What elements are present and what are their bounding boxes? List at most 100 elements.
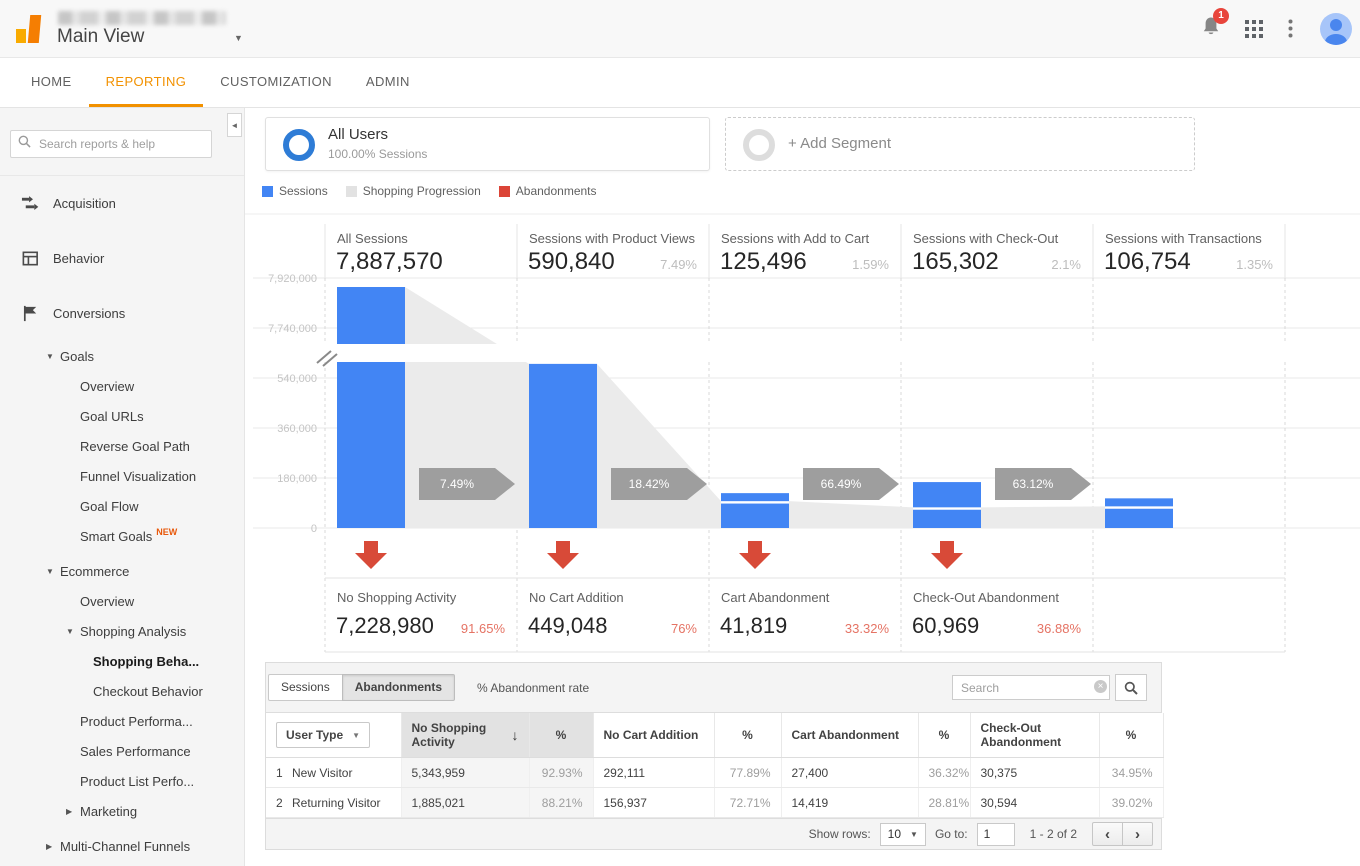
sidebar-item-label: Checkout Behavior: [93, 684, 203, 699]
tab-customization[interactable]: CUSTOMIZATION: [203, 58, 349, 107]
sidebar-item-product-list-perfo[interactable]: Product List Perfo...: [0, 766, 244, 796]
show-rows-select[interactable]: 10 ▼: [880, 823, 926, 846]
progression-area: [597, 364, 721, 528]
abandon-value: 7,228,980: [336, 613, 434, 638]
funnel-bar: [337, 287, 405, 528]
sidebar-item-overview[interactable]: Overview: [0, 371, 244, 401]
column-header-pct-7[interactable]: %: [1099, 713, 1163, 758]
abandon-title: No Shopping Activity: [337, 590, 457, 605]
column-header-pct-3[interactable]: %: [714, 713, 781, 758]
sidebar-item-marketing[interactable]: ▶Marketing: [0, 796, 244, 826]
caret-down-icon: ▼: [46, 567, 56, 576]
legend-item-sessions: Sessions: [262, 184, 328, 198]
sidebar-item-goals[interactable]: ▼Goals: [0, 341, 244, 371]
sidebar-item-checkout-behavior[interactable]: Checkout Behavior: [0, 676, 244, 706]
pct-cell: 34.95%: [1099, 758, 1163, 788]
primary-nav: HOMEREPORTINGCUSTOMIZATIONADMIN: [0, 58, 1360, 108]
column-header-cart-abandonment[interactable]: Cart Abandonment: [781, 713, 918, 758]
user-avatar[interactable]: [1320, 13, 1352, 45]
prev-page-button[interactable]: ‹: [1092, 822, 1123, 846]
sidebar-item-smart-goals[interactable]: Smart GoalsNEW: [0, 521, 244, 551]
sidebar-item-product-performa[interactable]: Product Performa...: [0, 706, 244, 736]
pagination-range: 1 - 2 of 2: [1030, 827, 1077, 841]
sidebar-item-label: Acquisition: [53, 196, 116, 211]
tab-admin[interactable]: ADMIN: [349, 58, 427, 107]
step-pct: 1.59%: [852, 257, 889, 272]
metric-cell: 1,885,021: [401, 788, 529, 818]
caret-down-icon: ▼: [352, 731, 360, 740]
view-selector-caret-icon[interactable]: ▼: [234, 33, 243, 43]
sidebar-search[interactable]: [10, 130, 212, 158]
sidebar-item-conversions[interactable]: Conversions: [0, 286, 244, 341]
segment-all-users[interactable]: All Users 100.00% Sessions: [265, 117, 710, 171]
abandon-arrow-icon: [748, 541, 762, 553]
sidebar-item-multi-channel-funnels[interactable]: ▶Multi-Channel Funnels: [0, 831, 244, 861]
step-value: 125,496: [720, 248, 807, 275]
tab-home[interactable]: HOME: [14, 58, 89, 107]
table-mode-label: % Abandonment rate: [477, 681, 589, 695]
step-value: 7,887,570: [336, 248, 443, 275]
bar-divider-line: [721, 501, 789, 503]
apps-grid-icon[interactable]: [1245, 20, 1263, 43]
sidebar-item-label: Goal URLs: [80, 409, 144, 424]
sidebar-item-behavior[interactable]: Behavior: [0, 231, 244, 286]
step-title: Sessions with Check-Out: [913, 231, 1059, 246]
sidebar-item-label: Shopping Beha...: [93, 654, 199, 669]
goto-page-input[interactable]: [977, 823, 1015, 846]
y-axis-tick: 180,000: [277, 473, 317, 485]
sidebar-item-label: Funnel Visualization: [80, 469, 196, 484]
abandon-arrow-icon: [355, 553, 387, 569]
legend-swatch-icon: [499, 186, 510, 197]
metric-cell: 5,343,959: [401, 758, 529, 788]
table-footer: Show rows: 10 ▼ Go to: 1 - 2 of 2 ‹ ›: [266, 818, 1161, 849]
sidebar-item-acquisition[interactable]: Acquisition: [0, 176, 244, 231]
sidebar-collapse-button[interactable]: ◄: [227, 113, 242, 137]
next-page-button[interactable]: ›: [1122, 822, 1153, 846]
sidebar-item-funnel-visualization[interactable]: Funnel Visualization: [0, 461, 244, 491]
more-options-kebab-icon[interactable]: [1288, 19, 1293, 44]
column-header-pct-5[interactable]: %: [918, 713, 970, 758]
user-type-dropdown[interactable]: User Type▼: [276, 722, 370, 748]
view-selector[interactable]: Main View: [57, 26, 144, 48]
tab-reporting[interactable]: REPORTING: [89, 58, 204, 107]
sidebar-item-goal-urls[interactable]: Goal URLs: [0, 401, 244, 431]
proceed-arrow-tip-icon: [1071, 468, 1091, 500]
sidebar-item-reverse-goal-path[interactable]: Reverse Goal Path: [0, 431, 244, 461]
legend-swatch-icon: [346, 186, 357, 197]
sort-desc-icon: ↓: [512, 727, 519, 743]
table-row: 1New Visitor5,343,95992.93%292,11177.89%…: [266, 758, 1163, 788]
column-header-no-cart-addition[interactable]: No Cart Addition: [593, 713, 714, 758]
step-title: Sessions with Add to Cart: [721, 231, 870, 246]
sidebar-item-goal-flow[interactable]: Goal Flow: [0, 491, 244, 521]
sidebar-nav: AcquisitionBehaviorConversions▼GoalsOver…: [0, 176, 244, 861]
sidebar: ◄ AcquisitionBehaviorConversions▼GoalsOv…: [0, 108, 245, 866]
proceed-rate-label: 66.49%: [821, 477, 862, 491]
sidebar-item-overview[interactable]: Overview: [0, 586, 244, 616]
sidebar-item-label: Product List Perfo...: [80, 774, 194, 789]
table-tab-abandonments[interactable]: Abandonments: [342, 674, 455, 701]
sidebar-item-sales-performance[interactable]: Sales Performance: [0, 736, 244, 766]
table-search-input[interactable]: [952, 675, 1110, 700]
abandon-arrow-icon: [931, 553, 963, 569]
table-toolbar: SessionsAbandonments % Abandonment rate …: [266, 663, 1161, 713]
table-search-button[interactable]: [1115, 674, 1147, 701]
pct-cell: 28.81%: [918, 788, 970, 818]
dimension-column-header: User Type▼: [266, 713, 401, 758]
sidebar-item-shopping-beha[interactable]: Shopping Beha...: [0, 646, 244, 676]
legend-item-shopping-progression: Shopping Progression: [346, 184, 481, 198]
column-header-pct-1[interactable]: %: [529, 713, 593, 758]
table-tab-sessions[interactable]: Sessions: [268, 674, 343, 701]
main-content: All Users 100.00% Sessions + Add Segment…: [245, 108, 1360, 866]
sidebar-item-shopping-analysis[interactable]: ▼Shopping Analysis: [0, 616, 244, 646]
dimension-cell: 2Returning Visitor: [266, 788, 401, 818]
column-header-check-out-abandonment[interactable]: Check-Out Abandonment: [970, 713, 1099, 758]
step-title: All Sessions: [337, 231, 408, 246]
sidebar-item-ecommerce[interactable]: ▼ Ecommerce: [0, 556, 244, 586]
sidebar-item-label: Multi-Channel Funnels: [60, 839, 190, 854]
search-clear-icon[interactable]: ×: [1094, 680, 1107, 693]
sidebar-item-label: Ecommerce: [60, 564, 129, 579]
sidebar-search-input[interactable]: [37, 136, 204, 152]
segment-subtitle: 100.00% Sessions: [328, 147, 427, 161]
column-header-no-shopping-activity[interactable]: No Shopping Activity↓: [401, 713, 529, 758]
add-segment-button[interactable]: + Add Segment: [725, 117, 1195, 171]
